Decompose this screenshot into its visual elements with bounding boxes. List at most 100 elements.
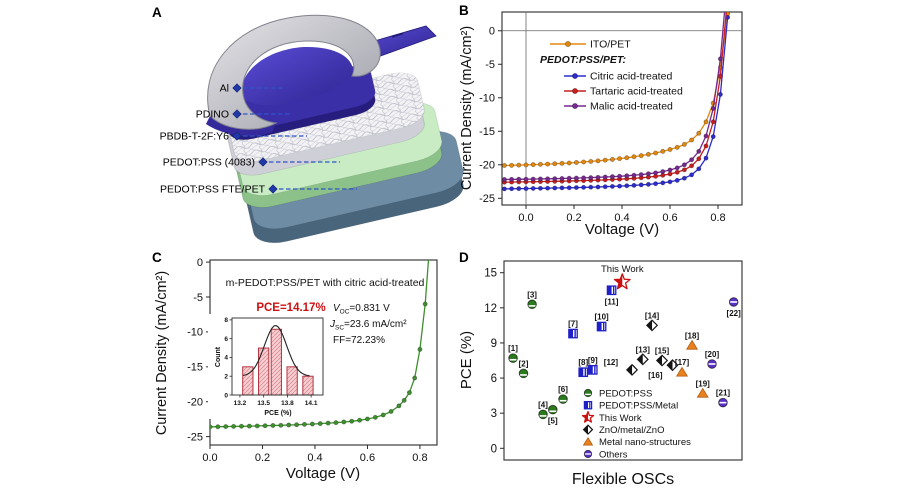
- y-tick-label: -25: [479, 193, 495, 205]
- legend-label: Metal nano-structures: [599, 437, 691, 448]
- inset-y-tick: 8: [224, 317, 228, 324]
- layer-label: PEDOT:PSS FTE/PET: [160, 184, 266, 196]
- data-point-10: [10]: [594, 313, 609, 332]
- point-ref-label: [17]: [675, 358, 690, 367]
- legend-label: ITO/PET: [590, 39, 631, 51]
- y-tick-label: -10: [187, 327, 203, 339]
- data-point-20: [20]: [705, 350, 720, 369]
- legend-heading: PEDOT:PSS/PET:: [540, 54, 626, 66]
- data-point-5: [5]: [548, 404, 558, 426]
- ff-value: FF=72.23%: [333, 335, 385, 346]
- y-tick-label: 12: [484, 303, 497, 315]
- y-tick-label: -15: [479, 126, 495, 138]
- panel-c-series-0: [210, 260, 430, 430]
- data-point-3: [3]: [527, 290, 537, 310]
- x-tick-label: 0.2: [255, 452, 270, 464]
- jsc-value: JSC=23.6 mA/cm²: [329, 319, 407, 332]
- data-point-8: [8]: [578, 358, 588, 378]
- point-ref-label: [7]: [568, 320, 578, 329]
- data-point-15: [15]: [655, 347, 670, 367]
- panel-b-letter: B: [459, 3, 469, 18]
- data-point-22: [22]: [727, 297, 742, 318]
- panel-b-series-3: [502, 12, 726, 183]
- panel-b-y-axis-label: Current Density (mA/cm²): [459, 26, 475, 190]
- point-ref-label: [14]: [645, 311, 660, 320]
- inset-x-tick: 13.5: [257, 400, 270, 407]
- legend-label: Malic acid-treated: [590, 101, 673, 113]
- y-tick-label: -15: [187, 362, 203, 374]
- data-point-21: [21]: [716, 389, 731, 408]
- data-point-2: [2]: [519, 359, 529, 379]
- y-tick-label: -10: [479, 93, 495, 105]
- panel-d-letter: D: [459, 250, 469, 265]
- data-point-16: [16]: [648, 359, 679, 380]
- inset-x-tick: 13.2: [234, 400, 247, 407]
- point-ref-label: [10]: [594, 313, 609, 322]
- panel-b-zero-lines: [502, 12, 742, 205]
- voc-value: VOC=0.831 V: [333, 303, 390, 316]
- point-ref-label: [9]: [588, 356, 598, 365]
- data-point-ThisWork: This Work: [601, 264, 644, 290]
- x-tick-label: 0.6: [662, 212, 677, 224]
- layer-label: PDINO: [196, 109, 229, 121]
- legend-label: PEDOT:PSS: [599, 388, 652, 399]
- legend-label: Tartaric acid-treated: [590, 86, 683, 98]
- point-ref-label: [5]: [548, 417, 558, 426]
- panel-c-inset: 13.2 13.5 13.8 14.1 0 2 4 6 8 PCE (%) Count: [208, 314, 329, 419]
- data-point-18: [18]: [685, 331, 699, 350]
- y-tick-label: -5: [193, 292, 203, 304]
- jv-curves-chart: 0.0 0.2 0.4 0.6 0.8 0 -5 -10 -15 -20 -25 Current De…: [459, 11, 743, 238]
- x-tick-label: 0.8: [710, 212, 725, 224]
- pce-value: PCE=14.17%: [256, 302, 325, 314]
- x-tick-label: 0.4: [614, 212, 629, 224]
- point-ref-label: [15]: [655, 347, 670, 356]
- device-title: m-PEDOT:PSS/PET with citric acid-treated: [226, 277, 425, 289]
- y-tick-label: -20: [187, 397, 203, 409]
- inset-x-tick: 14.1: [305, 400, 318, 407]
- point-ref-label: [2]: [519, 359, 529, 368]
- point-ref-label: [11]: [605, 297, 619, 306]
- layer-label: Al: [220, 83, 229, 95]
- panel-b-series-1: [502, 14, 731, 192]
- point-ref-label: [6]: [558, 385, 568, 394]
- inset-x-tick: 13.8: [281, 400, 294, 407]
- panel-d-y-axis-label: PCE (%): [458, 331, 475, 389]
- device-layers: [206, 14, 464, 244]
- y-tick-label: 0: [197, 257, 203, 269]
- point-ref-label: [19]: [696, 379, 711, 388]
- point-ref-label: [12]: [604, 358, 619, 367]
- panel-b-axes: 0.0 0.2 0.4 0.6 0.8 0 -5 -10 -15 -20 -25: [479, 11, 743, 224]
- point-ref-label: [3]: [527, 290, 537, 299]
- x-tick-label: 0.8: [412, 452, 427, 464]
- point-ref-label: [21]: [716, 389, 731, 398]
- data-point-19: [19]: [696, 379, 711, 398]
- layer-label: PEDOT:PSS (4083): [163, 157, 255, 169]
- legend-label: Others: [599, 449, 628, 460]
- panel-c-x-axis-label: Voltage (V): [286, 465, 360, 482]
- panel-c-y-axis-label: Current Density (mA/cm²): [154, 271, 170, 435]
- panel-b-series-0: [502, 12, 731, 168]
- panel-a-letter: A: [152, 5, 162, 20]
- y-tick-label: 3: [491, 408, 497, 420]
- data-point-9: [9]: [588, 356, 598, 375]
- layer-labels: Al PDINO PBDB-T-2F:Y6 PEDOT:PSS (4083) PEDOT…: [160, 83, 357, 196]
- data-point-11: [11]: [605, 285, 619, 306]
- inset-x-label: PCE (%): [264, 410, 291, 417]
- x-tick-label: 0.6: [360, 452, 375, 464]
- panel-b-x-axis-label: Voltage (V): [585, 221, 659, 238]
- panel-c-annotations: m-PEDOT:PSS/PET with citric acid-treated…: [226, 277, 425, 346]
- panel-d-points: [1][2] [3] [4][5] [6] [7] [8] [9] [10] [11] This …: [508, 264, 741, 426]
- panel-b-legend: ITO/PET PEDOT:PSS/PET: Citric acid-treated…: [540, 39, 683, 113]
- y-tick-label: 6: [491, 373, 497, 385]
- point-ref-label: [22]: [727, 309, 742, 318]
- point-ref-label: [20]: [705, 350, 720, 359]
- x-tick-label: 0.4: [307, 452, 322, 464]
- champion-device-jv-chart: 0.0 0.2 0.4 0.6 0.8 0 -5 -10 -15 -20 -25 Current De…: [154, 257, 438, 482]
- point-ref-label: [16]: [648, 371, 663, 380]
- inset-y-tick: 2: [224, 374, 228, 381]
- legend-label: This Work: [599, 413, 642, 424]
- al-electrode-curl: [206, 14, 437, 137]
- y-tick-label: -25: [187, 431, 203, 443]
